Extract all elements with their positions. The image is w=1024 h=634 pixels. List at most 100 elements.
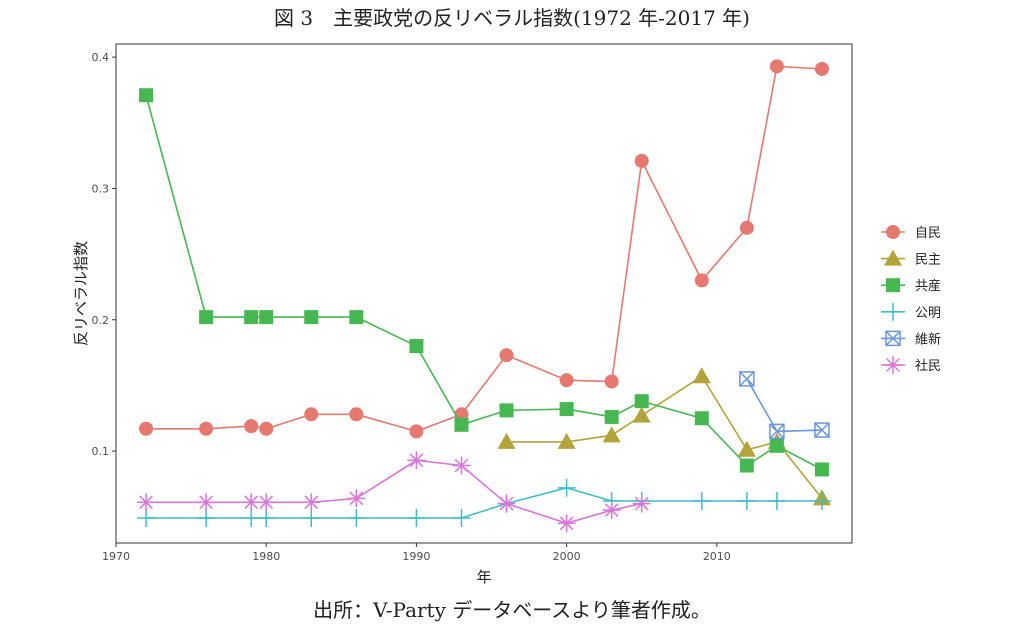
data-point: [302, 509, 321, 528]
figure-title: 図 3 主要政党の反リベラル指数(1972 年-2017 年): [274, 6, 750, 30]
data-point: [604, 374, 619, 389]
legend-item-維新: 維新: [881, 330, 941, 347]
legend-key: [885, 330, 901, 347]
data-point: [769, 59, 784, 74]
data-point: [244, 419, 259, 434]
y-tick-label: 0.2: [92, 314, 110, 327]
legend-label: 自民: [915, 226, 941, 241]
y-tick-label: 0.4: [92, 51, 110, 64]
legend-label: 共産: [915, 278, 941, 294]
data-point: [242, 509, 261, 528]
data-point: [557, 432, 576, 449]
data-point: [302, 493, 321, 512]
legend-key: [884, 356, 902, 374]
plot-area: [137, 59, 831, 533]
data-point: [739, 458, 754, 473]
data-point: [259, 421, 274, 436]
data-point: [559, 402, 574, 417]
legend-item-民主: 民主: [881, 249, 941, 268]
data-point: [409, 339, 424, 354]
legend-label: 公明: [915, 306, 941, 321]
source-note: 出所：V-Party データベースより筆者作成。: [313, 598, 711, 622]
data-point: [557, 514, 576, 533]
data-point: [767, 491, 786, 510]
x-tick-label: 1970: [102, 550, 130, 563]
data-point: [499, 403, 514, 418]
data-point: [259, 310, 274, 325]
data-point: [814, 422, 830, 438]
series-自民: [139, 59, 829, 439]
x-tick-label: 1980: [252, 550, 280, 563]
y-tick-label: 0.1: [92, 445, 110, 458]
data-point: [139, 421, 154, 436]
series-維新: [739, 371, 830, 440]
legend-key: [884, 302, 902, 321]
data-point: [737, 440, 756, 457]
data-point: [499, 348, 514, 363]
data-point: [694, 273, 709, 288]
legend-key: [884, 249, 902, 266]
data-point: [197, 509, 216, 528]
x-tick-label: 2010: [703, 550, 731, 563]
y-axis-title: 反リベラル指数: [72, 241, 90, 346]
data-point: [634, 394, 649, 409]
data-point: [737, 491, 756, 510]
data-point: [739, 371, 755, 387]
legend-item-社民: 社民: [881, 356, 941, 374]
legend-key: [886, 225, 900, 239]
legend-label: 維新: [915, 331, 941, 347]
data-point: [812, 491, 831, 510]
data-point: [137, 493, 156, 512]
data-point: [349, 407, 364, 422]
data-point: [199, 310, 214, 325]
data-point: [347, 509, 366, 528]
data-point: [769, 423, 785, 440]
data-point: [692, 491, 711, 510]
x-tick-label: 1990: [402, 550, 430, 563]
data-point: [197, 493, 216, 512]
data-point: [452, 456, 471, 475]
data-point: [497, 494, 516, 513]
legend-item-自民: 自民: [881, 225, 941, 241]
data-point: [349, 310, 364, 325]
data-point: [257, 509, 276, 528]
series-line: [145, 94, 823, 471]
series-共産: [139, 88, 829, 477]
x-tick-label: 2000: [553, 550, 581, 563]
legend-label: 民主: [915, 253, 941, 268]
data-point: [407, 509, 426, 528]
data-point: [409, 424, 424, 439]
data-point: [632, 494, 651, 513]
data-point: [137, 509, 156, 528]
data-point: [139, 88, 154, 103]
data-point: [304, 407, 319, 422]
series-line: [746, 378, 823, 433]
y-tick-label: 0.3: [92, 182, 110, 195]
data-point: [739, 220, 754, 235]
data-point: [257, 493, 276, 512]
data-point: [304, 310, 319, 325]
data-point: [497, 432, 516, 449]
data-point: [559, 373, 574, 388]
plot-frame: [115, 43, 853, 544]
data-point: [769, 438, 784, 453]
data-point: [407, 451, 426, 470]
data-point: [814, 61, 829, 76]
data-point: [814, 462, 829, 477]
legend-key: [886, 278, 900, 293]
data-point: [557, 478, 576, 497]
data-point: [694, 411, 709, 426]
data-point: [242, 493, 261, 512]
data-point: [692, 367, 711, 384]
data-point: [634, 153, 649, 168]
legend-item-公明: 公明: [881, 302, 941, 321]
axes: 1970 1980 1990 2000 2010 0.1 0.2 0.3 0.4 年 反リベラル指数: [72, 43, 853, 586]
legend-item-共産: 共産: [881, 278, 941, 294]
data-point: [602, 426, 621, 443]
series-line: [146, 65, 823, 433]
data-point: [602, 501, 621, 520]
x-axis-title: 年: [476, 568, 491, 586]
data-point: [454, 417, 469, 432]
legend-label: 社民: [915, 358, 941, 374]
